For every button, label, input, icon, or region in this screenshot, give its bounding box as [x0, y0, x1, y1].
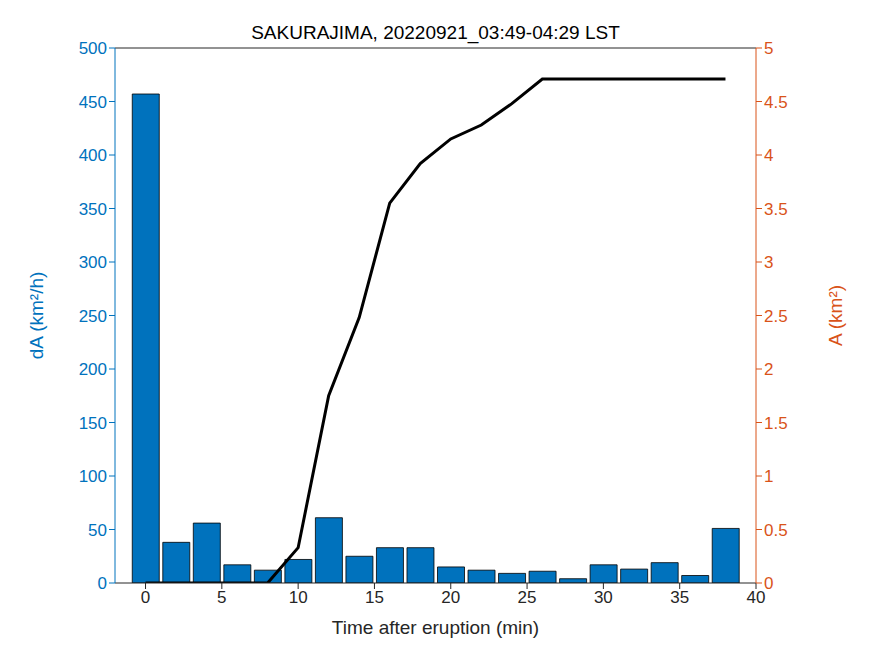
svg-text:dA (km²/h): dA (km²/h)	[26, 272, 47, 360]
svg-text:20: 20	[441, 588, 460, 607]
svg-text:1: 1	[764, 467, 773, 486]
svg-text:A (km²): A (km²)	[825, 285, 846, 346]
svg-text:4: 4	[764, 146, 773, 165]
svg-text:30: 30	[594, 588, 613, 607]
svg-text:15: 15	[365, 588, 384, 607]
svg-text:50: 50	[88, 521, 107, 540]
svg-text:Time after eruption (min): Time after eruption (min)	[332, 617, 539, 638]
svg-text:0: 0	[764, 574, 773, 593]
svg-text:3.5: 3.5	[764, 200, 788, 219]
svg-text:1.5: 1.5	[764, 414, 788, 433]
svg-text:100: 100	[79, 467, 107, 486]
svg-text:5: 5	[217, 588, 226, 607]
svg-text:35: 35	[670, 588, 689, 607]
svg-text:5: 5	[764, 39, 773, 58]
svg-text:500: 500	[79, 39, 107, 58]
svg-text:450: 450	[79, 93, 107, 112]
svg-text:40: 40	[747, 588, 766, 607]
svg-text:2.5: 2.5	[764, 307, 788, 326]
svg-text:4.5: 4.5	[764, 93, 788, 112]
svg-text:0: 0	[98, 574, 107, 593]
svg-text:25: 25	[518, 588, 537, 607]
html-text:SAKURAJIMA, 20220921_03:49-04:: SAKURAJIMA, 20220921_03:49-04:29 LST	[251, 22, 620, 43]
svg-text:2: 2	[764, 360, 773, 379]
svg-text:10: 10	[289, 588, 308, 607]
svg-text:0: 0	[141, 588, 150, 607]
svg-text:150: 150	[79, 414, 107, 433]
svg-text:300: 300	[79, 253, 107, 272]
svg-text:3: 3	[764, 253, 773, 272]
svg-text:0.5: 0.5	[764, 521, 788, 540]
svg-text:250: 250	[79, 307, 107, 326]
svg-text:200: 200	[79, 360, 107, 379]
svg-text:350: 350	[79, 200, 107, 219]
svg-text:400: 400	[79, 146, 107, 165]
